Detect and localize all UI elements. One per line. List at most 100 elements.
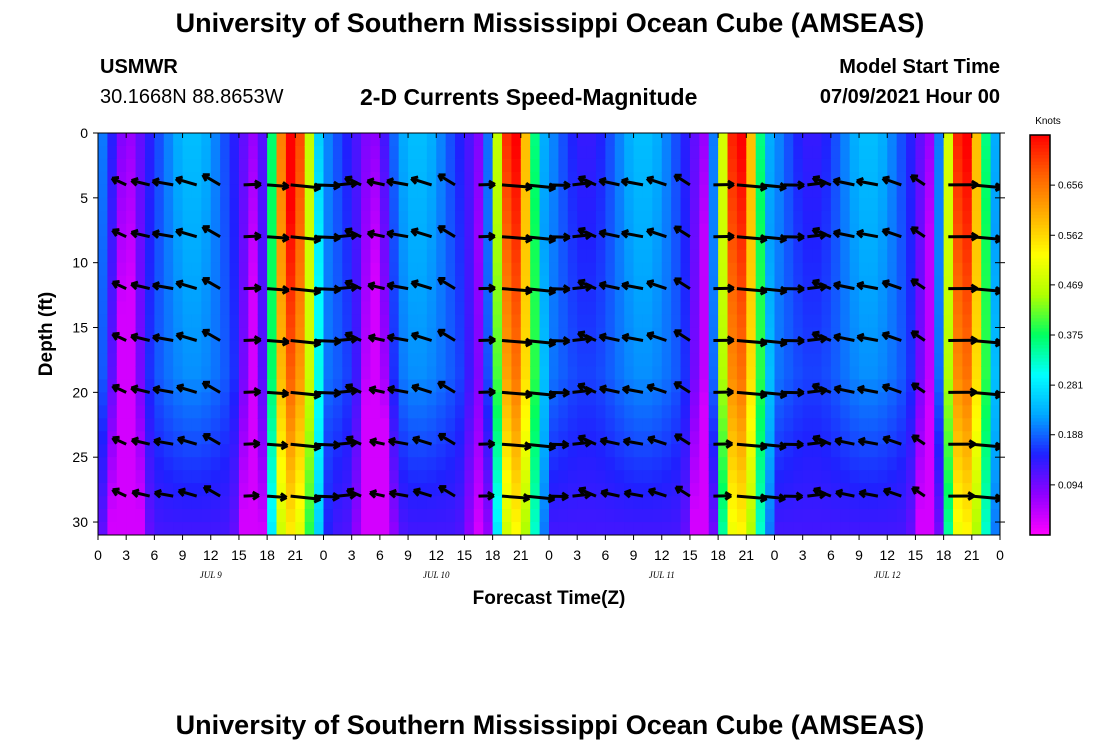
heatmap-cell (370, 236, 381, 251)
heatmap-cell (661, 483, 672, 497)
heatmap-cell (689, 301, 700, 316)
heatmap-cell (924, 314, 935, 329)
heatmap-cell (267, 210, 278, 225)
heatmap-cell (417, 249, 428, 264)
heatmap-cell (652, 249, 663, 264)
heatmap-cell (276, 288, 287, 303)
current-arrow (367, 281, 385, 291)
heatmap-cell (981, 158, 992, 173)
heatmap-cell (511, 275, 522, 290)
current-arrow (577, 278, 597, 290)
current-arrow (598, 176, 620, 187)
heatmap-cell (567, 509, 578, 523)
heatmap-cell (868, 133, 879, 147)
heatmap-cell (924, 133, 935, 147)
heatmap-cell (520, 470, 531, 484)
heatmap-cell (943, 145, 954, 160)
heatmap-cell (191, 133, 202, 147)
heatmap-cell (464, 379, 475, 393)
current-arrow (856, 280, 879, 291)
heatmap-cell (530, 327, 541, 342)
heatmap-cell (210, 223, 221, 238)
heatmap-cell (840, 392, 851, 406)
heatmap-cell (379, 301, 390, 316)
heatmap-cell (483, 496, 494, 510)
heatmap-cell (849, 431, 860, 445)
heatmap-cell (661, 353, 672, 368)
heatmap-cell (605, 366, 616, 380)
heatmap-cell (163, 171, 174, 186)
heatmap-cell (567, 496, 578, 510)
heatmap-cell (267, 366, 278, 380)
heatmap-cell (191, 340, 202, 355)
heatmap-cell (257, 249, 268, 264)
heatmap-cell (746, 470, 757, 484)
heatmap-cell (859, 145, 870, 160)
heatmap-cell (736, 353, 747, 368)
current-arrow (153, 488, 174, 499)
heatmap-cell (793, 496, 804, 510)
heatmap-cell (877, 483, 888, 497)
heatmap-cell (530, 379, 541, 393)
heatmap-cell (539, 288, 550, 303)
heatmap-cell (990, 392, 1000, 406)
heatmap-cell (389, 418, 400, 432)
heatmap-cell (953, 431, 964, 445)
heatmap-cell (614, 366, 625, 380)
heatmap-cell (971, 392, 982, 406)
heatmap-cell (821, 236, 832, 251)
heatmap-cell (595, 314, 606, 329)
heatmap-cell (116, 444, 127, 458)
heatmap-cell (765, 249, 776, 264)
heatmap-cell (915, 392, 926, 406)
heatmap-cell (502, 431, 513, 445)
heatmap-cell (859, 184, 870, 199)
heatmap-cell (154, 145, 165, 160)
heatmap-cell (868, 431, 879, 445)
heatmap-cell (934, 223, 945, 238)
heatmap-cell (981, 236, 992, 251)
heatmap-cell (906, 483, 917, 497)
heatmap-cell (896, 379, 907, 393)
heatmap-cell (370, 262, 381, 277)
heatmap-cell (502, 418, 513, 432)
heatmap-cell (868, 223, 879, 238)
heatmap-cell (990, 457, 1000, 471)
heatmap-cell (370, 171, 381, 186)
heatmap-cell (257, 184, 268, 199)
heatmap-cell (558, 522, 569, 535)
current-arrow (598, 384, 620, 394)
heatmap-cell (520, 366, 531, 380)
heatmap-cell (943, 522, 954, 535)
heatmap-cell (821, 184, 832, 199)
heatmap-cell (520, 288, 531, 303)
heatmap-cell (699, 262, 710, 277)
heatmap-cell (154, 249, 165, 264)
heatmap-cell (567, 483, 578, 497)
heatmap-cell (173, 158, 184, 173)
heatmap-cell (323, 327, 334, 342)
heatmap-cell (455, 171, 466, 186)
heatmap-cell (473, 392, 484, 406)
heatmap-cell (962, 275, 973, 290)
heatmap-cell (502, 275, 513, 290)
heatmap-cell (812, 496, 823, 510)
heatmap-cell (182, 288, 193, 303)
colorbar-segment (1030, 238, 1050, 243)
heatmap-cell (511, 483, 522, 497)
heatmap-cell (323, 184, 334, 199)
heatmap-cell (765, 392, 776, 406)
heatmap-cell (154, 392, 165, 406)
heatmap-cell (417, 509, 428, 523)
heatmap-cell (953, 275, 964, 290)
heatmap-cell (624, 262, 635, 277)
heatmap-cell (868, 301, 879, 316)
colorbar-segment (1030, 398, 1050, 403)
heatmap-cell (276, 392, 287, 406)
heatmap-cell (267, 314, 278, 329)
heatmap-cell (473, 483, 484, 497)
heatmap-cell (859, 133, 870, 147)
heatmap-cell (220, 418, 231, 432)
heatmap-cell (765, 340, 776, 355)
heatmap-cell (126, 353, 137, 368)
